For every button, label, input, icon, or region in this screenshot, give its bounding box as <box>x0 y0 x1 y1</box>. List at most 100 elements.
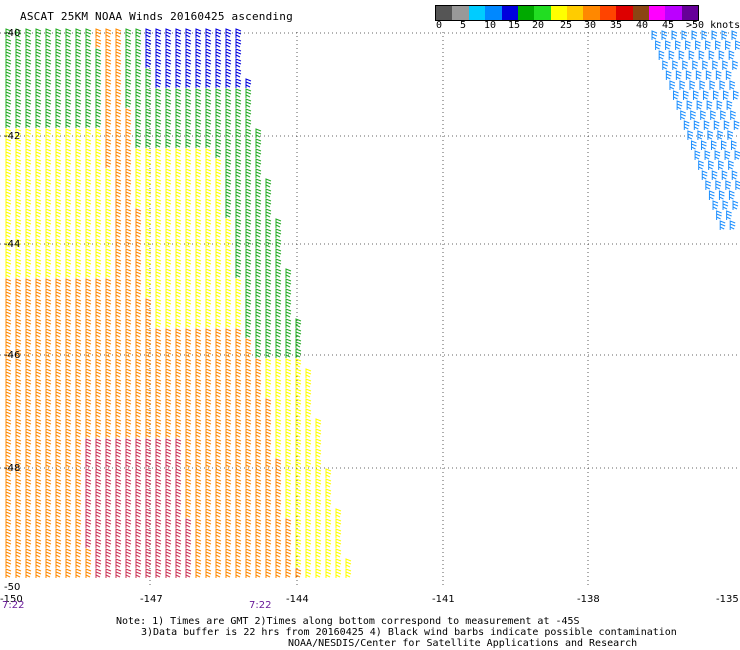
wind-barb <box>135 148 142 158</box>
wind-barb <box>185 38 192 48</box>
wind-barb <box>175 438 182 448</box>
wind-barb <box>35 258 42 268</box>
colorbar-swatch <box>501 6 518 20</box>
wind-barb <box>195 338 202 348</box>
wind-barb <box>225 478 232 488</box>
wind-barb <box>175 318 182 328</box>
wind-barb <box>205 138 212 148</box>
wind-barb <box>205 328 212 338</box>
wind-barb <box>45 188 52 198</box>
wind-barb <box>65 58 72 68</box>
wind-barb <box>205 288 212 298</box>
wind-barb <box>175 428 182 438</box>
wind-barb <box>722 60 728 70</box>
wind-barb <box>175 248 182 258</box>
wind-barb <box>95 508 102 518</box>
wind-barb <box>55 408 62 418</box>
wind-barb <box>675 70 682 80</box>
wind-barb <box>185 278 192 288</box>
wind-barb <box>165 338 172 348</box>
wind-barb <box>305 368 312 378</box>
wind-barb <box>155 188 162 198</box>
colorbar-swatch <box>599 6 617 20</box>
wind-barb <box>55 348 62 358</box>
wind-barb <box>175 558 182 568</box>
wind-barb <box>185 108 192 118</box>
wind-barb <box>185 528 192 538</box>
wind-barb <box>115 28 122 38</box>
wind-barb <box>55 488 62 498</box>
wind-barbs <box>5 28 352 578</box>
wind-barb <box>205 338 212 348</box>
wind-barb <box>55 388 62 398</box>
wind-barb <box>295 458 302 468</box>
wind-barb <box>85 328 92 338</box>
wind-barb <box>235 128 242 138</box>
wind-barb <box>235 548 242 558</box>
wind-barb <box>75 218 82 228</box>
wind-barb <box>55 208 62 218</box>
wind-barb <box>185 308 192 318</box>
wind-barb <box>15 48 22 58</box>
wind-barb <box>245 198 252 208</box>
wind-barb <box>175 288 182 298</box>
wind-barb <box>55 158 62 168</box>
wind-barb <box>305 418 312 428</box>
wind-barb <box>255 398 262 408</box>
wind-barb <box>25 368 32 378</box>
wind-barb <box>195 448 202 458</box>
wind-barb <box>85 388 92 398</box>
wind-barb <box>245 388 252 398</box>
wind-barb <box>45 248 52 258</box>
wind-barb <box>245 408 252 418</box>
wind-barb <box>195 58 202 68</box>
wind-barb <box>305 408 312 418</box>
wind-barb <box>718 50 725 60</box>
wind-barb <box>155 308 162 318</box>
wind-barb <box>205 378 212 388</box>
wind-barb <box>265 198 272 208</box>
colorbar-label: 35 <box>610 20 623 31</box>
wind-barb <box>135 338 142 348</box>
wind-barb <box>25 478 32 488</box>
wind-barb <box>95 528 102 538</box>
wind-barb <box>185 518 192 528</box>
wind-barb <box>75 368 82 378</box>
wind-barb <box>65 488 72 498</box>
wind-barb <box>65 308 72 318</box>
wind-barb <box>105 58 112 68</box>
wind-barb <box>669 80 676 90</box>
wind-barb <box>255 318 262 328</box>
wind-barb <box>15 98 22 108</box>
wind-barb <box>195 288 202 298</box>
wind-barb <box>205 478 212 488</box>
wind-barb <box>255 338 262 348</box>
wind-barb <box>245 378 252 388</box>
wind-barb <box>95 288 102 298</box>
wind-barb <box>255 418 262 428</box>
wind-barb <box>115 378 122 388</box>
wind-barb <box>15 28 22 38</box>
wind-barb <box>125 338 132 348</box>
wind-barb <box>235 348 242 358</box>
wind-barb <box>75 548 82 558</box>
wind-barb <box>175 168 182 178</box>
wind-barb <box>175 358 182 368</box>
wind-barb <box>115 548 122 558</box>
wind-barb <box>125 78 132 88</box>
wind-barb <box>175 568 182 578</box>
wind-barb <box>65 388 72 398</box>
wind-barb <box>345 558 352 568</box>
wind-barb <box>185 168 192 178</box>
wind-barb <box>215 38 222 48</box>
wind-barb <box>35 428 42 438</box>
wind-barb <box>155 58 162 68</box>
wind-barb <box>15 268 22 278</box>
wind-barb <box>205 158 212 168</box>
wind-barb <box>195 238 202 248</box>
wind-barb <box>25 108 32 118</box>
wind-barb <box>255 158 262 168</box>
wind-barb <box>701 170 708 180</box>
wind-barb <box>195 198 202 208</box>
wind-barb <box>45 488 52 498</box>
